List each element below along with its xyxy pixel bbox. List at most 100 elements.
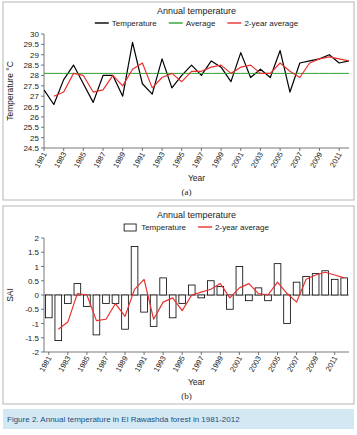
y-tick: [41, 252, 44, 253]
bar: [55, 295, 62, 341]
bar: [265, 295, 272, 301]
bar: [112, 295, 119, 304]
x-tick-label: 1983: [52, 151, 68, 170]
y-tick-label: -1: [32, 320, 40, 329]
bar: [312, 274, 319, 295]
y-tick-label: 25.5: [23, 123, 39, 132]
x-tick-label: 1987: [92, 151, 108, 170]
x-tick-label: 1999: [210, 151, 226, 170]
y-tick-label: 29: [30, 51, 39, 60]
x-axis: [44, 148, 349, 149]
legend-swatch: [124, 224, 136, 231]
x-tick: [103, 148, 104, 151]
x-tick: [220, 352, 221, 355]
x-tick-label: 2007: [285, 355, 301, 374]
y-tick: [41, 280, 44, 281]
y-tick-label: 26: [30, 113, 39, 122]
y-tick: [41, 127, 44, 128]
caption: Figure 2. Annual temperature in El Rawas…: [7, 415, 240, 424]
legend-label: Temperature: [141, 223, 186, 232]
x-axis-label: Year: [188, 377, 205, 387]
bar: [331, 279, 338, 295]
y-tick: [41, 116, 44, 117]
y-tick-label: 28: [30, 71, 39, 80]
y-tick: [41, 96, 44, 97]
y-tick: [41, 148, 44, 149]
x-tick-label: 1983: [56, 355, 72, 374]
legend-swatch: [169, 22, 183, 23]
y-tick: [41, 266, 44, 267]
x-axis: [44, 352, 349, 353]
bar: [274, 264, 281, 295]
y-tick-label: 30: [30, 30, 39, 39]
line: [44, 42, 349, 104]
x-tick: [277, 352, 278, 355]
y-tick-label: 24.5: [23, 144, 39, 153]
y-tick-label: 0: [35, 291, 40, 300]
y-tick: [41, 337, 44, 338]
x-tick-label: 1991: [131, 151, 147, 170]
y-tick: [41, 44, 44, 45]
line: [54, 57, 349, 96]
panel-border: [3, 2, 354, 200]
bar: [293, 282, 300, 295]
x-tick-label: 2009: [308, 151, 324, 170]
y-tick: [41, 137, 44, 138]
legend-label: 2-year average: [215, 223, 269, 232]
bar: [131, 247, 138, 295]
y-tick: [41, 106, 44, 107]
x-tick: [334, 352, 335, 355]
bar: [64, 295, 71, 304]
y-tick-label: 0.5: [28, 277, 40, 286]
x-tick-label: 2005: [266, 355, 282, 374]
y-tick-label: 25: [30, 134, 39, 143]
x-tick: [221, 148, 222, 151]
x-tick: [125, 352, 126, 355]
bar: [141, 295, 148, 312]
legend-swatch: [95, 22, 109, 23]
title: Annual temperature: [157, 210, 236, 220]
x-tick-label: 1987: [95, 355, 111, 374]
legend: Temperature 2-year average: [124, 223, 269, 232]
legend: TemperatureAverage2-year average: [95, 19, 299, 28]
x-tick: [260, 148, 261, 151]
y-tick-label: 1: [35, 263, 40, 272]
y-tick: [41, 238, 44, 239]
legend-swatch: [198, 226, 212, 227]
x-tick: [299, 148, 300, 151]
x-tick: [163, 352, 164, 355]
y-tick-label: -1.5: [25, 334, 39, 343]
title: Annual temperature: [157, 6, 236, 16]
x-tick: [142, 148, 143, 151]
x-tick-label: 1981: [37, 355, 53, 374]
x-tick-label: 2001: [228, 355, 244, 374]
legend-label: Average: [186, 19, 216, 28]
y-axis-label: SAI: [5, 288, 15, 302]
panel: Annual temperature TemperatureAverage2-ye…: [3, 2, 354, 200]
x-tick-label: 2011: [328, 151, 344, 169]
plot-area: [44, 247, 349, 341]
x-tick: [181, 148, 182, 151]
y-tick: [41, 75, 44, 76]
x-tick-label: 1997: [190, 151, 206, 170]
y-axis-label: Temperature °C: [5, 61, 15, 121]
bar: [246, 295, 253, 301]
bar: [198, 295, 205, 298]
caption-background: [3, 409, 354, 429]
bar: [341, 278, 348, 295]
bar: [103, 295, 110, 304]
x-axis-label: Year: [188, 173, 205, 183]
x-tick-label: 1985: [72, 151, 88, 170]
y-tick: [41, 309, 44, 310]
bar: [160, 278, 167, 295]
x-tick: [315, 352, 316, 355]
x-tick: [122, 148, 123, 151]
x-tick-label: 1989: [111, 151, 127, 170]
x-tick-label: 2007: [288, 151, 304, 170]
y-tick-label: 2: [35, 234, 40, 243]
x-tick: [144, 352, 145, 355]
y-tick: [41, 85, 44, 86]
bar: [179, 295, 186, 304]
bar: [322, 271, 329, 295]
x-tick-label: 2011: [324, 355, 340, 373]
